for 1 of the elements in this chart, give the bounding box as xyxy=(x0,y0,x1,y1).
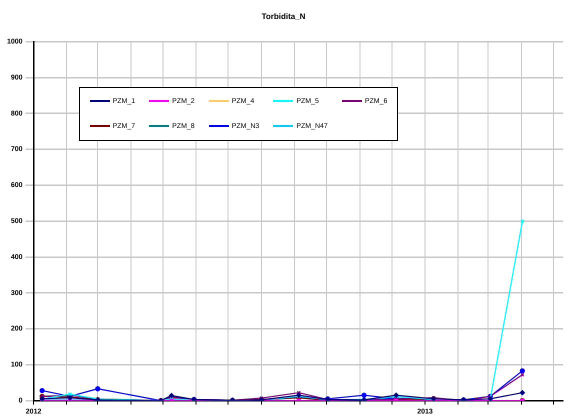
chart-title: Torbidita_N xyxy=(262,12,306,22)
